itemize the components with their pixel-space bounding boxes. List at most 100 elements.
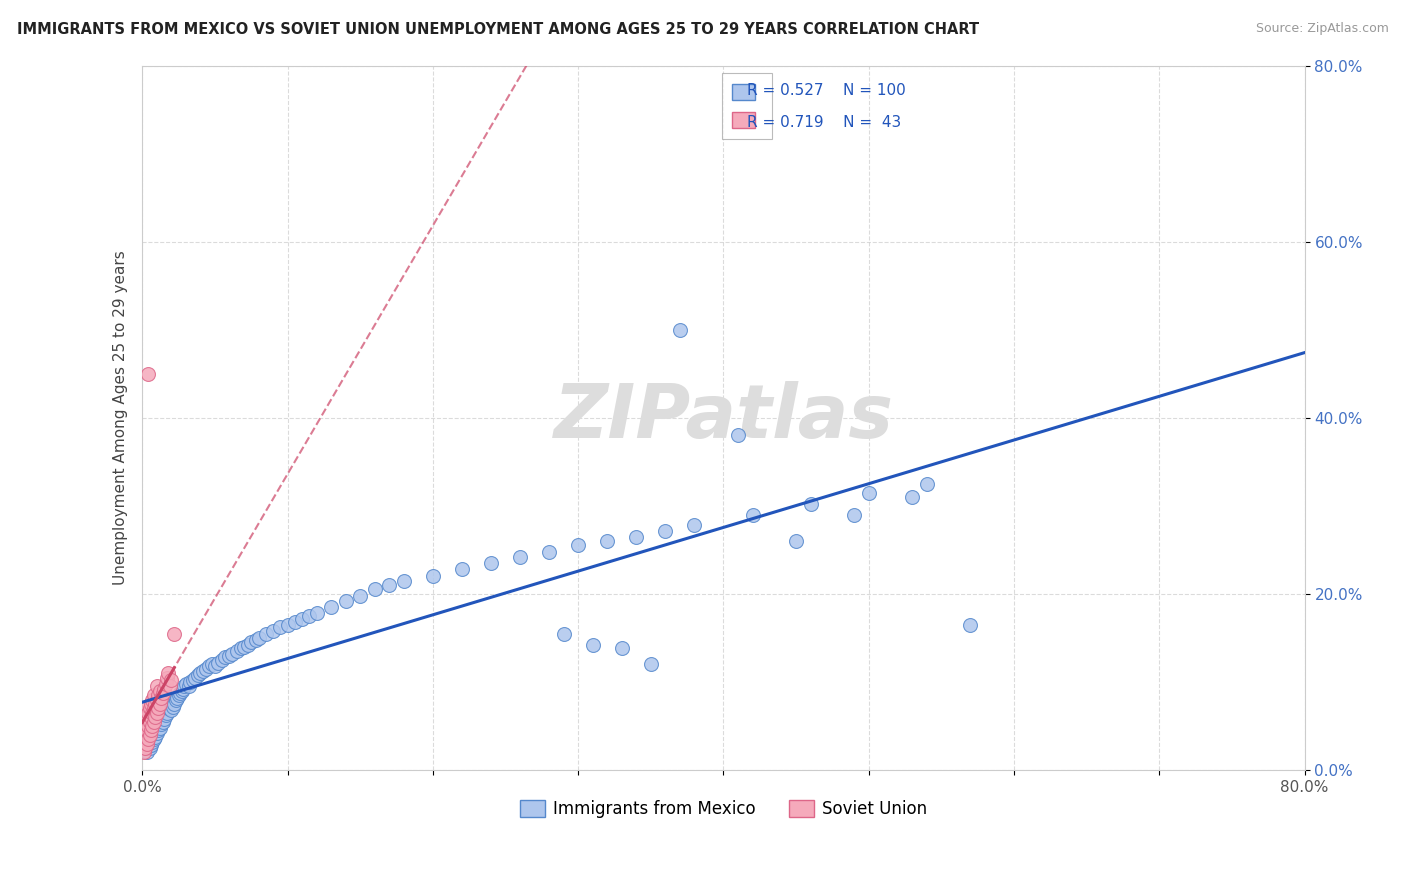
Point <box>553 626 575 640</box>
Point <box>177 679 200 693</box>
Point <box>148 701 170 715</box>
Point <box>136 367 159 381</box>
Point <box>284 615 307 629</box>
Point <box>160 694 183 708</box>
Point <box>139 739 162 753</box>
Point <box>132 732 155 747</box>
Text: R = 0.527    N = 100: R = 0.527 N = 100 <box>747 83 905 98</box>
Point <box>134 728 156 742</box>
Point <box>844 508 866 522</box>
Point <box>245 632 267 647</box>
Point <box>858 485 880 500</box>
Point <box>141 735 163 749</box>
Point <box>138 714 160 729</box>
Point <box>157 666 180 681</box>
Point <box>392 574 415 588</box>
Point <box>136 737 159 751</box>
Point <box>136 706 159 720</box>
Text: Source: ZipAtlas.com: Source: ZipAtlas.com <box>1256 22 1389 36</box>
Point <box>136 719 159 733</box>
Point <box>156 672 179 686</box>
Point <box>277 617 299 632</box>
Point <box>142 723 165 738</box>
Point <box>163 697 186 711</box>
Point <box>183 671 205 685</box>
Point <box>218 648 240 663</box>
Point <box>155 676 177 690</box>
Point <box>145 697 167 711</box>
Point <box>135 737 157 751</box>
Point <box>152 685 174 699</box>
Point <box>163 626 186 640</box>
Point <box>156 706 179 720</box>
Point <box>148 723 170 738</box>
Point <box>201 657 224 672</box>
Point <box>135 745 157 759</box>
Point <box>221 647 243 661</box>
Point <box>262 624 284 638</box>
Point <box>727 428 749 442</box>
Point <box>654 524 676 538</box>
Point <box>135 723 157 738</box>
Point <box>179 675 201 690</box>
Point <box>174 676 197 690</box>
Point <box>146 706 169 720</box>
Point <box>160 673 183 688</box>
Point <box>148 688 170 702</box>
Point <box>669 323 692 337</box>
Point <box>538 544 561 558</box>
Point <box>800 497 823 511</box>
Point <box>238 638 260 652</box>
Point <box>152 706 174 720</box>
Point <box>335 594 357 608</box>
Legend: Immigrants from Mexico, Soviet Union: Immigrants from Mexico, Soviet Union <box>513 794 934 825</box>
Point <box>198 659 221 673</box>
Point <box>160 703 183 717</box>
Point <box>141 706 163 720</box>
Point <box>165 692 187 706</box>
Point <box>146 679 169 693</box>
Point <box>378 578 401 592</box>
Point <box>148 714 170 729</box>
Point <box>785 534 807 549</box>
Point <box>193 665 215 679</box>
Point <box>134 714 156 729</box>
Point <box>626 530 648 544</box>
Point <box>305 607 328 621</box>
Point <box>149 697 172 711</box>
Point <box>159 679 181 693</box>
Point <box>150 690 173 705</box>
Point <box>181 673 204 688</box>
Point <box>142 732 165 747</box>
Point <box>214 650 236 665</box>
Point <box>172 681 194 696</box>
Point <box>155 708 177 723</box>
Point <box>225 644 247 658</box>
Point <box>596 534 619 549</box>
Text: IMMIGRANTS FROM MEXICO VS SOVIET UNION UNEMPLOYMENT AMONG AGES 25 TO 29 YEARS CO: IMMIGRANTS FROM MEXICO VS SOVIET UNION U… <box>17 22 979 37</box>
Point <box>915 476 938 491</box>
Point <box>567 539 589 553</box>
Point <box>136 732 159 747</box>
Point <box>479 556 502 570</box>
Point <box>166 690 188 705</box>
Point <box>141 692 163 706</box>
Point <box>142 688 165 702</box>
Point <box>132 719 155 733</box>
Point <box>233 640 256 654</box>
Point <box>141 728 163 742</box>
Point <box>132 745 155 759</box>
Point <box>169 685 191 699</box>
Point <box>254 626 277 640</box>
Point <box>146 726 169 740</box>
Point <box>146 692 169 706</box>
Point <box>150 708 173 723</box>
Text: R = 0.719    N =  43: R = 0.719 N = 43 <box>747 115 901 130</box>
Point <box>153 681 176 696</box>
Point <box>582 638 605 652</box>
Point <box>211 653 233 667</box>
Y-axis label: Unemployment Among Ages 25 to 29 years: Unemployment Among Ages 25 to 29 years <box>114 251 128 585</box>
Point <box>683 518 706 533</box>
Text: ZIPatlas: ZIPatlas <box>554 381 893 454</box>
Point <box>141 719 163 733</box>
